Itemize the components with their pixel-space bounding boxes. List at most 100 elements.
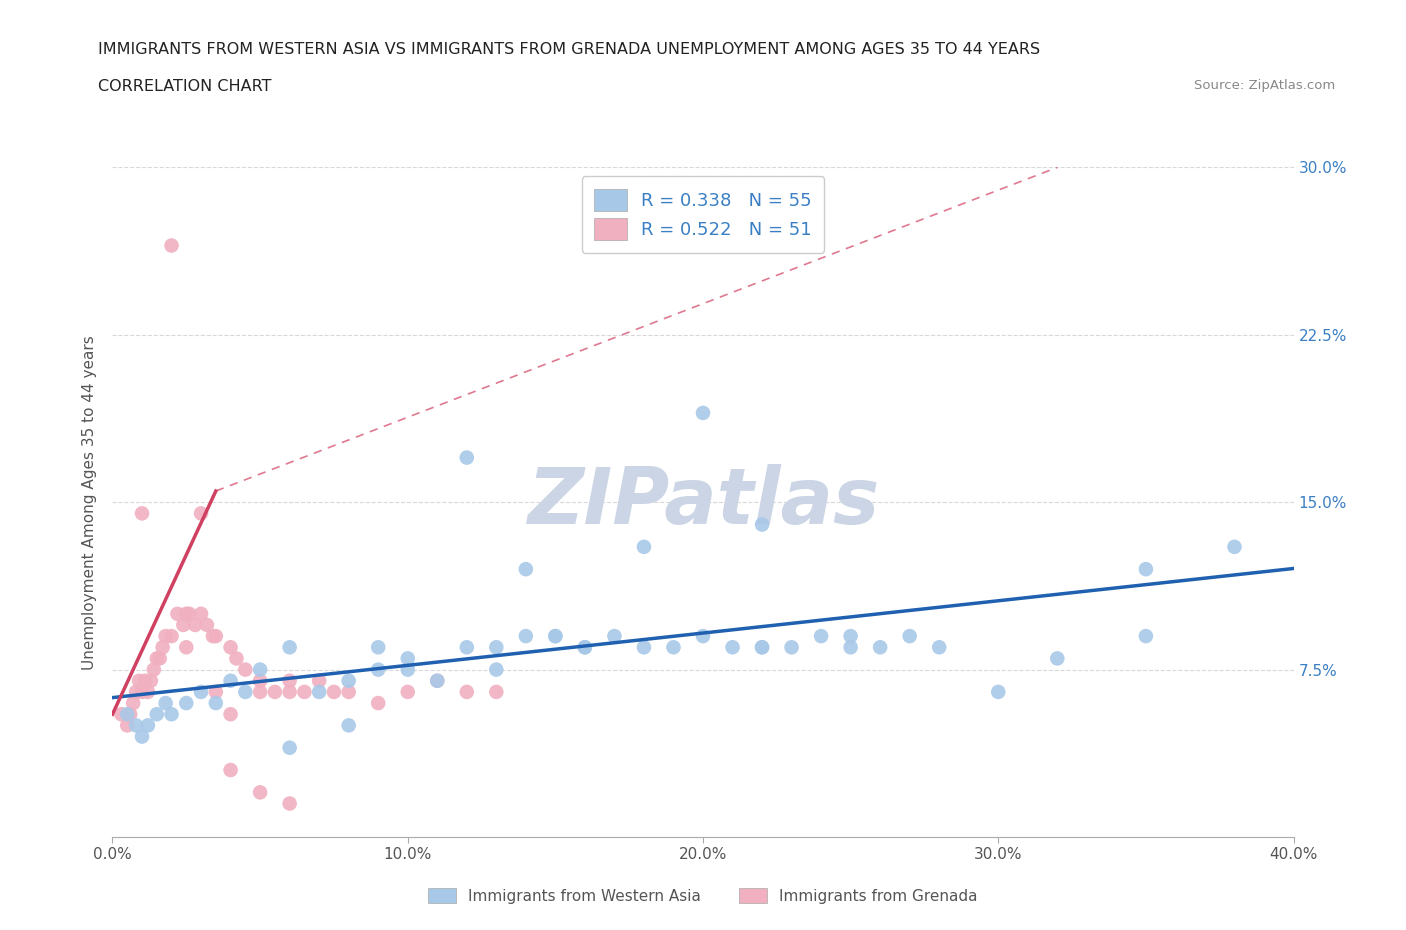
Point [292,684,315,699]
Point [780,640,803,655]
Text: IMMIGRANTS FROM WESTERN ASIA VS IMMIGRANTS FROM GRENADA UNEMPLOYMENT AMONG AGES : IMMIGRANTS FROM WESTERN ASIA VS IMMIGRAN… [98,42,1040,57]
Point [131,684,153,699]
Point [456,450,478,465]
Point [574,640,596,655]
Point [515,629,537,644]
Point [249,785,271,800]
Point [544,629,567,644]
Point [205,696,228,711]
Point [278,684,301,699]
Point [928,640,950,655]
Point [574,640,596,655]
Point [205,684,228,699]
Point [146,707,169,722]
Point [179,606,201,621]
Point [751,640,773,655]
Point [367,662,389,677]
Point [131,729,153,744]
Point [166,606,188,621]
Point [1135,629,1157,644]
Point [869,640,891,655]
Point [149,651,172,666]
Point [308,673,330,688]
Point [110,707,132,722]
Point [1223,539,1246,554]
Point [515,562,537,577]
Point [122,696,145,711]
Point [219,673,242,688]
Point [692,405,714,420]
Point [337,673,360,688]
Point [485,662,508,677]
Point [367,640,389,655]
Point [128,673,150,688]
Point [367,696,389,711]
Point [139,673,162,688]
Point [692,629,714,644]
Point [721,640,744,655]
Point [751,517,773,532]
Point [278,673,301,688]
Text: ZIPatlas: ZIPatlas [527,464,879,540]
Point [219,763,242,777]
Point [249,662,271,677]
Point [337,684,360,699]
Point [249,684,271,699]
Point [142,662,165,677]
Point [225,651,247,666]
Point [337,718,360,733]
Point [485,684,508,699]
Y-axis label: Unemployment Among Ages 35 to 44 years: Unemployment Among Ages 35 to 44 years [82,335,97,670]
Point [456,640,478,655]
Point [131,506,153,521]
Point [308,684,330,699]
Text: CORRELATION CHART: CORRELATION CHART [98,79,271,94]
Point [190,506,212,521]
Point [603,629,626,644]
Point [1135,562,1157,577]
Point [146,651,169,666]
Point [987,684,1010,699]
Point [323,684,346,699]
Point [125,684,148,699]
Point [1046,651,1069,666]
Point [120,707,142,722]
Point [233,662,256,677]
Point [426,673,449,688]
Point [152,640,174,655]
Point [278,796,301,811]
Point [426,673,449,688]
Point [810,629,832,644]
Point [278,640,301,655]
Text: Source: ZipAtlas.com: Source: ZipAtlas.com [1195,79,1336,92]
Point [172,618,194,632]
Point [456,684,478,699]
Point [219,640,242,655]
Point [751,640,773,655]
Point [160,238,183,253]
Point [117,718,138,733]
Point [117,707,138,722]
Point [396,662,419,677]
Point [633,539,655,554]
Point [278,740,301,755]
Point [201,629,224,644]
Point [839,640,862,655]
Point [184,618,207,632]
Point [125,718,148,733]
Point [396,684,419,699]
Point [485,640,508,655]
Point [160,629,183,644]
Point [155,629,177,644]
Point [174,696,197,711]
Legend: Immigrants from Western Asia, Immigrants from Grenada: Immigrants from Western Asia, Immigrants… [422,882,984,910]
Point [190,606,212,621]
Point [396,651,419,666]
Point [898,629,921,644]
Point [136,684,159,699]
Point [219,707,242,722]
Point [205,629,228,644]
Point [174,606,197,621]
Point [136,718,159,733]
Point [264,684,287,699]
